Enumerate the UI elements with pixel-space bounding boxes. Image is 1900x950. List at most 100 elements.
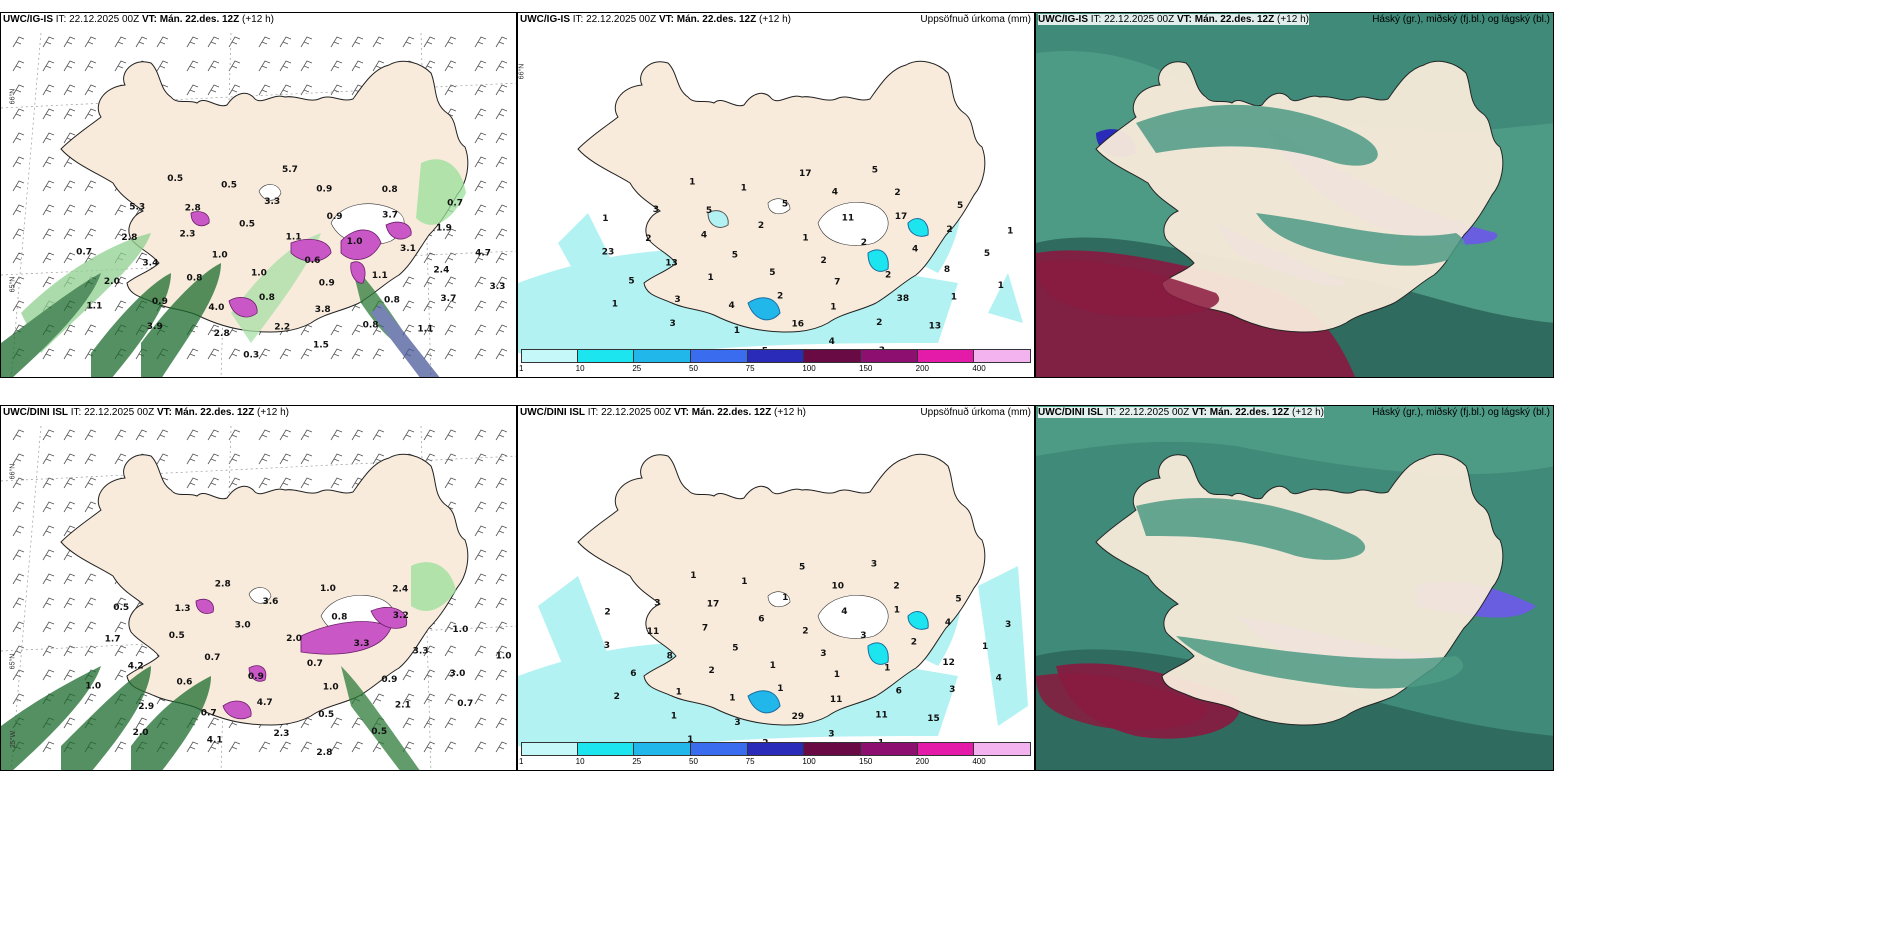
- wind-barb: [12, 429, 25, 441]
- value-label: 38: [897, 294, 910, 304]
- value-label: 1: [687, 735, 693, 745]
- value-label: 2: [861, 238, 867, 248]
- value-label: 3.7: [382, 210, 398, 220]
- wind-barb: [258, 429, 271, 441]
- wind-barb: [207, 477, 220, 489]
- wind-barb: [84, 645, 97, 657]
- value-label: 0.5: [113, 603, 129, 613]
- colorbar-swatch: [691, 742, 748, 756]
- wind-barb: [258, 741, 271, 753]
- wind-barb: [12, 228, 25, 240]
- precip-colorbar: 1 10 25 50 75 100 150 200 400: [519, 742, 1031, 768]
- value-label: 1: [741, 184, 747, 194]
- value-label: 3.3: [264, 197, 280, 207]
- value-label: 11: [875, 710, 888, 720]
- value-label: 4.7: [257, 698, 273, 708]
- wind-barb: [12, 300, 25, 312]
- wind-barb: [495, 156, 508, 168]
- wind-barb: [114, 36, 127, 48]
- value-label: 1.0: [347, 237, 363, 247]
- value-label: 6: [896, 686, 902, 696]
- wind-barb: [63, 477, 76, 489]
- cloud-overlay: [1036, 497, 1464, 730]
- wind-barb: [63, 621, 76, 633]
- colorbar-tick: 10: [575, 757, 585, 766]
- wind-barb: [42, 36, 55, 48]
- colorbar-tick: 200: [915, 757, 930, 766]
- wind-barb: [135, 429, 148, 441]
- wind-barb: [12, 645, 25, 657]
- value-label: 0.7: [307, 659, 323, 669]
- wind-barb: [84, 108, 97, 120]
- wind-barb: [63, 348, 76, 360]
- wind-barb: [114, 204, 127, 216]
- value-labels: 0.7 0.9 2.0 1.0 0.7 3.3 4.7 3.0 0.9 0.6 0.8 0.5 0.5 3…: [85, 580, 511, 759]
- wind-barb: [423, 717, 436, 729]
- panel-title: UWC/DINI ISL IT: 22.12.2025 00Z VT: Mán.…: [3, 407, 289, 418]
- wind-barb: [207, 348, 220, 360]
- panel-title: UWC/DINI ISL IT: 22.12.2025 00Z VT: Mán.…: [520, 407, 806, 418]
- value-label: 5: [799, 563, 805, 573]
- wind-barb: [423, 741, 436, 753]
- wind-barb: [114, 645, 127, 657]
- wind-barb: [12, 108, 25, 120]
- value-label: 4: [996, 674, 1002, 684]
- value-label: 2: [758, 221, 764, 231]
- wind-barb: [42, 132, 55, 144]
- colorbar-swatch: [691, 349, 748, 363]
- wind-barb: [42, 645, 55, 657]
- value-label: 2: [709, 666, 715, 676]
- wind-barb: [42, 348, 55, 360]
- wind-barb: [330, 348, 343, 360]
- value-label: 3.3: [354, 639, 370, 649]
- panel-variable-label: Uppsöfnuð úrkoma (mm): [920, 14, 1031, 25]
- wind-barb: [207, 36, 220, 48]
- wind-barb: [12, 204, 25, 216]
- wind-barb: [228, 60, 241, 72]
- value-label: 5: [769, 268, 775, 278]
- wind-barb: [186, 453, 199, 465]
- wind-barb: [42, 276, 55, 288]
- value-label: 1: [894, 606, 900, 616]
- value-label: 0.9: [248, 672, 264, 682]
- wind-barb: [84, 597, 97, 609]
- wind-barb: [84, 693, 97, 705]
- wind-barb: [12, 693, 25, 705]
- wind-barb: [474, 741, 487, 753]
- wind-barb: [228, 741, 241, 753]
- value-label: 2.4: [392, 584, 408, 594]
- wind-barb: [42, 156, 55, 168]
- wind-barb: [474, 276, 487, 288]
- wind-barb: [114, 60, 127, 72]
- value-label: 12: [942, 658, 955, 668]
- wind-barb: [495, 453, 508, 465]
- glaciers: [767, 591, 889, 639]
- value-label: 0.5: [318, 710, 334, 720]
- value-label: 2.8: [185, 204, 201, 214]
- wind-barb: [423, 36, 436, 48]
- wind-barb: [186, 348, 199, 360]
- wind-barb: [474, 324, 487, 336]
- value-label: 3.3: [490, 282, 506, 292]
- wind-barb: [279, 348, 292, 360]
- wind-barb: [186, 36, 199, 48]
- wind-barb: [228, 84, 241, 96]
- value-label: 3.9: [147, 322, 163, 332]
- wind-barb: [495, 525, 508, 537]
- wind-barb: [474, 525, 487, 537]
- value-label: 1.7: [105, 635, 121, 645]
- value-label: 7: [834, 277, 840, 287]
- value-labels: 2517522221111444538131716583422211152435…: [602, 166, 1014, 357]
- map-wind-precip: 0.6 1.0 1.1 0.9 1.0 1.0 0.8 0.5 1.1 0.8 0.9 3.8 2.3 3…: [1, 32, 516, 377]
- wind-barb: [300, 429, 313, 441]
- colorbar-tick: 1: [519, 757, 524, 766]
- value-label: 2.3: [180, 229, 196, 239]
- wind-barb: [444, 669, 457, 681]
- wind-barb: [423, 60, 436, 72]
- value-label: 11: [647, 627, 660, 637]
- colorbar-tick: 200: [915, 364, 930, 373]
- colorbar-tick: 75: [745, 364, 755, 373]
- wind-barb: [228, 477, 241, 489]
- wind-barb: [423, 300, 436, 312]
- wind-barb: [330, 453, 343, 465]
